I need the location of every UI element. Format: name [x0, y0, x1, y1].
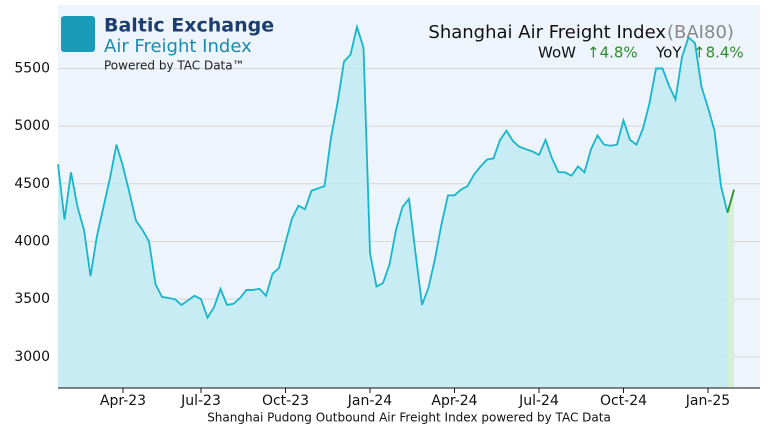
y-tick-label: 3500 [14, 291, 50, 307]
chart-title: Shanghai Air Freight Index [428, 22, 666, 43]
y-tick-label: 4000 [14, 233, 50, 249]
line [57, 23, 729, 320]
logo-icon [61, 16, 95, 52]
stat-value: ↑8.4% [693, 44, 744, 62]
stat-value: ↑4.8% [587, 44, 638, 62]
logo-name: Baltic Exchange [104, 15, 274, 37]
y-tick-label: 5000 [14, 118, 50, 134]
x-tick-label: Jul-24 [518, 393, 559, 409]
logo-credit: Powered by TAC Data™ [104, 59, 245, 73]
x-tick-label: Apr-24 [431, 393, 477, 409]
x-tick-label: Apr-23 [100, 393, 146, 409]
y-tick-label: 5500 [14, 60, 50, 76]
last-segment [726, 189, 735, 213]
stat-label: WoW [538, 44, 576, 62]
area [58, 26, 728, 389]
logo: Baltic Exchange Air Freight Index Powere… [61, 15, 274, 73]
y-tick-label: 4500 [14, 176, 50, 192]
last-area [727, 189, 734, 388]
chart-title-suffix: (BAI80) [667, 22, 734, 43]
stat-label: YoY [655, 44, 682, 62]
x-tick-label: Oct-24 [600, 393, 647, 409]
y-tick-label: 3000 [14, 349, 50, 365]
plot [57, 23, 760, 389]
x-tick-label: Jul-23 [180, 393, 221, 409]
logo-product: Air Freight Index [104, 36, 252, 57]
x-tick-label: Jan-25 [685, 393, 730, 409]
x-tick-label: Oct-23 [262, 393, 309, 409]
x-axis-label: Shanghai Pudong Outbound Air Freight Ind… [207, 411, 611, 425]
x-tick-label: Jan-24 [347, 393, 393, 409]
